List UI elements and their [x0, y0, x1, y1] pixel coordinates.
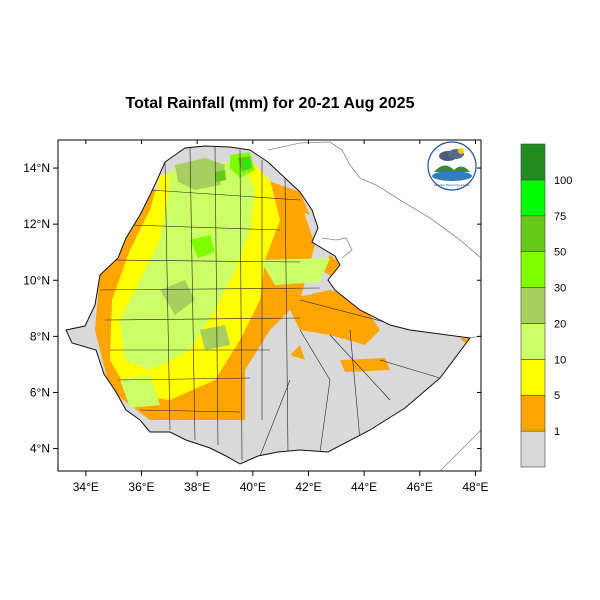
legend-label: 1	[554, 426, 560, 438]
x-tick-label: 40°E	[240, 480, 266, 494]
legend-swatch	[520, 323, 546, 360]
legend-swatch	[520, 179, 546, 217]
ethiopia-border	[65, 145, 471, 465]
page-title: Total Rainfall (mm) for 20-21 Aug 2025	[125, 95, 415, 112]
zone-boundary	[349, 329, 361, 441]
map-frame	[57, 139, 482, 472]
rain-area	[290, 345, 305, 360]
zone-boundary	[104, 317, 301, 321]
plot-area: 34°E 36°E 38°E 40°E 42°E 44°E 46°E 48°E 4°N 6°N 8°…	[23, 139, 489, 494]
legend-swatch	[520, 430, 546, 468]
legend-label: 30	[554, 283, 566, 295]
y-tick-label: 14°N	[23, 161, 50, 175]
y-tick-label: 12°N	[23, 217, 50, 231]
zone-boundary	[111, 259, 301, 263]
legend-label: 10	[554, 354, 566, 366]
y-tick-label: 6°N	[30, 385, 50, 399]
y-tick-label: 4°N	[30, 442, 50, 456]
legend: 1 5 10 20 30 50 75 100	[520, 143, 572, 468]
zone-boundary	[299, 329, 331, 453]
rain-area	[260, 258, 330, 285]
institute-logo: Ethiopian Meteorology Institute	[427, 141, 477, 191]
legend-swatch	[520, 251, 546, 288]
zone-boundary	[259, 379, 291, 457]
x-tick-label: 34°E	[73, 480, 99, 494]
rain-area	[175, 158, 225, 190]
y-tick-label: 10°N	[23, 273, 50, 287]
rain-area	[200, 325, 230, 350]
x-tick-label: 44°E	[351, 480, 377, 494]
x-tick-label: 36°E	[128, 480, 154, 494]
rain-area	[340, 358, 390, 372]
x-tick-label: 38°E	[184, 480, 210, 494]
rainfall-field	[95, 146, 470, 461]
x-tick-label: 46°E	[407, 480, 433, 494]
rain-area	[215, 170, 226, 182]
zone-boundary	[139, 409, 241, 413]
legend-label: 100	[554, 175, 572, 187]
zone-boundary	[239, 149, 243, 461]
coastline-red-sea	[267, 141, 482, 259]
x-tick-label: 48°E	[462, 480, 488, 494]
djibouti-border	[321, 237, 353, 259]
legend-label: 20	[554, 318, 566, 330]
zone-boundary	[189, 147, 196, 441]
legend-label: 75	[554, 211, 566, 223]
x-tick-label: 42°E	[295, 480, 321, 494]
zone-boundary	[164, 161, 171, 431]
zone-boundary	[214, 146, 219, 446]
legend-swatch	[520, 287, 546, 324]
rain-area	[120, 160, 255, 370]
zone-boundary	[117, 377, 251, 381]
zone-boundary	[284, 177, 289, 453]
logo-text: Ethiopian Meteorology Institute	[434, 183, 470, 187]
legend-swatch	[520, 143, 546, 181]
zone-boundary	[99, 287, 321, 291]
zone-boundary	[329, 334, 391, 401]
zone-boundary	[129, 224, 281, 231]
zone-boundary	[149, 189, 301, 201]
y-tick-label: 8°N	[30, 329, 50, 343]
somalia-coast-south	[439, 429, 482, 472]
rain-area	[460, 338, 470, 344]
rain-area	[190, 235, 215, 258]
rain-area	[243, 160, 249, 167]
legend-label: 5	[554, 390, 560, 402]
legend-swatch	[520, 215, 546, 252]
legend-swatch	[520, 394, 546, 432]
legend-swatch	[520, 359, 546, 396]
legend-label: 50	[554, 247, 566, 259]
rain-area	[160, 280, 195, 315]
rain-area	[120, 375, 160, 408]
zone-boundary	[379, 359, 441, 379]
